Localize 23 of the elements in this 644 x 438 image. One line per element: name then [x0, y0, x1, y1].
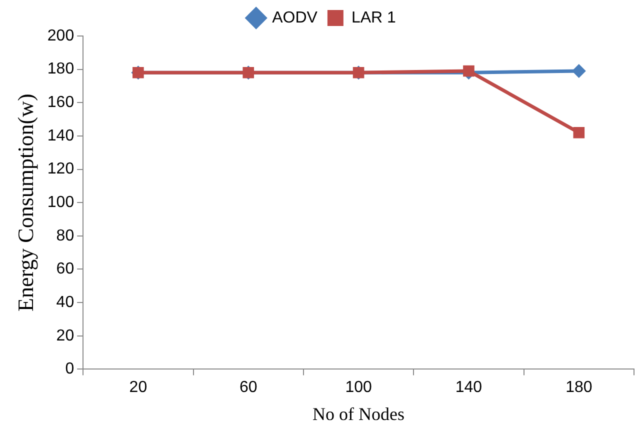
x-axis-title: No of Nodes [312, 404, 405, 424]
y-tick-label: 20 [56, 327, 74, 344]
point [463, 65, 474, 77]
point [572, 64, 586, 78]
y-tick-label: 140 [47, 127, 74, 144]
y-tick-label: 120 [47, 160, 74, 178]
x-tick-label: 60 [239, 379, 258, 396]
legend-label: LAR 1 [351, 9, 396, 26]
y-tick-label: 100 [47, 194, 74, 212]
y-tick-label: 40 [56, 294, 74, 311]
y-tick-label: 60 [56, 260, 74, 278]
y-tick-label: 160 [47, 94, 74, 112]
x-tick-label: 20 [129, 379, 148, 396]
x-tick-label: 100 [345, 379, 372, 396]
legend-label: AODV [272, 9, 318, 26]
y-tick-label: 0 [65, 360, 74, 378]
x-tick-label: 140 [455, 379, 482, 396]
y-tick-label: 80 [56, 227, 74, 244]
point [573, 126, 585, 138]
y-tick-label: 200 [47, 27, 74, 44]
y-tick-label: 180 [47, 60, 74, 78]
x-tick-label: 180 [566, 379, 592, 396]
y-axis-title: Energy Consumption(w) [12, 94, 38, 312]
